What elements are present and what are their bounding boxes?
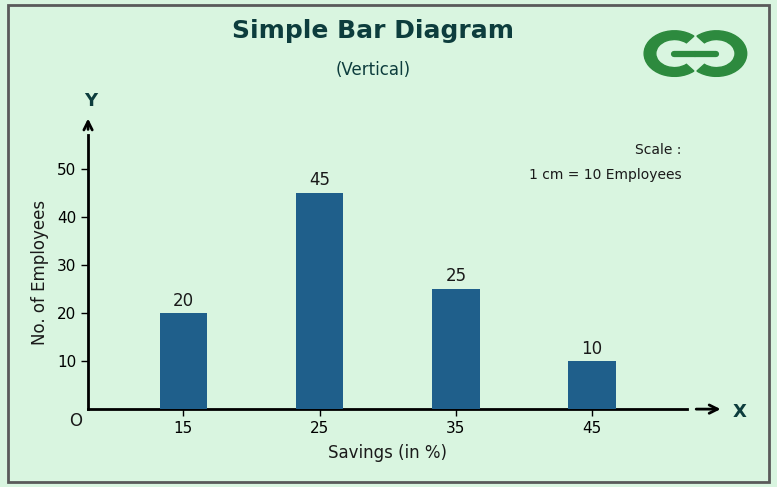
Text: 20: 20 (172, 292, 194, 310)
Bar (159, 313, 207, 409)
Bar (296, 193, 343, 409)
Wedge shape (644, 31, 694, 76)
Text: 10: 10 (581, 339, 603, 357)
X-axis label: Savings (in %): Savings (in %) (328, 444, 448, 462)
Text: 45: 45 (309, 171, 330, 189)
Bar (432, 289, 479, 409)
Text: Scale :: Scale : (635, 143, 681, 157)
Text: 1 cm = 10 Employees: 1 cm = 10 Employees (529, 168, 681, 182)
Text: X: X (733, 403, 746, 421)
Text: Simple Bar Diagram: Simple Bar Diagram (232, 19, 514, 43)
Text: (Vertical): (Vertical) (336, 61, 410, 79)
Text: Y: Y (85, 92, 98, 110)
Wedge shape (697, 31, 747, 76)
Bar (568, 361, 616, 409)
Text: 25: 25 (445, 267, 466, 285)
Text: O: O (69, 412, 82, 430)
Y-axis label: No. of Employees: No. of Employees (30, 200, 48, 345)
